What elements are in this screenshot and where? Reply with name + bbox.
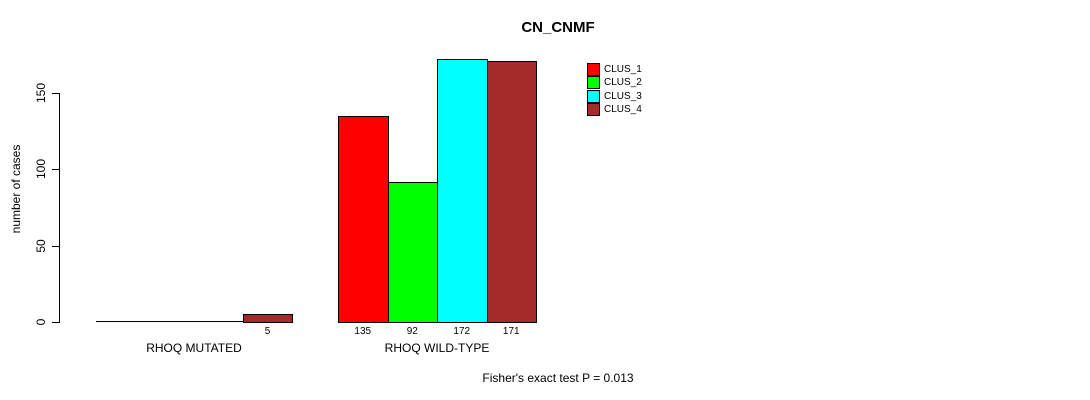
y-axis-tick: [52, 322, 59, 323]
bar-clus_2: [145, 321, 195, 322]
legend-item: CLUS_3: [587, 89, 642, 103]
bar-clus_4: [486, 61, 537, 323]
legend-swatch-icon: [587, 103, 600, 117]
bar-value-label: 172: [453, 326, 471, 337]
bar-clus_1: [338, 116, 389, 323]
y-axis-tick: [52, 169, 59, 171]
bar-value-label: 135: [354, 326, 372, 337]
y-tick-label: 100: [34, 159, 48, 180]
bar-clus_2: [387, 182, 438, 323]
y-axis-title: number of cases: [9, 144, 23, 234]
legend-swatch-icon: [587, 76, 600, 90]
legend-swatch-icon: [587, 63, 600, 77]
chart-title: CN_CNMF: [521, 19, 595, 36]
y-axis-tick: [52, 245, 59, 247]
legend-label: CLUS_2: [604, 77, 642, 89]
y-tick-label: 0: [34, 318, 48, 326]
legend-label: CLUS_3: [604, 90, 642, 102]
x-category-label: RHOQ MUTATED: [146, 341, 242, 355]
y-tick-label: 150: [34, 82, 48, 104]
bar-clus_1: [96, 321, 146, 322]
y-tick-label: 50: [34, 238, 48, 253]
y-axis-tick: [52, 93, 59, 94]
legend-item: CLUS_2: [587, 76, 642, 90]
bar-value-label: 5: [264, 326, 271, 337]
bar-clus_3: [194, 321, 244, 322]
x-category-label: RHOQ WILD-TYPE: [384, 341, 490, 355]
bar-clus_4: [243, 314, 293, 323]
legend-item: CLUS_1: [587, 63, 642, 77]
bar-value-label: 92: [406, 326, 418, 337]
annotation-text: Fisher's exact test P = 0.013: [482, 371, 634, 385]
legend: CLUS_1 CLUS_2 CLUS_3 CLUS_4: [587, 63, 642, 117]
legend-label: CLUS_4: [604, 104, 642, 116]
bar-clus_3: [437, 59, 488, 323]
legend-swatch-icon: [587, 89, 600, 103]
bar-value-label: 171: [502, 326, 520, 337]
legend-item: CLUS_4: [587, 103, 642, 117]
y-axis-line: [59, 93, 60, 323]
legend-label: CLUS_1: [604, 64, 642, 76]
